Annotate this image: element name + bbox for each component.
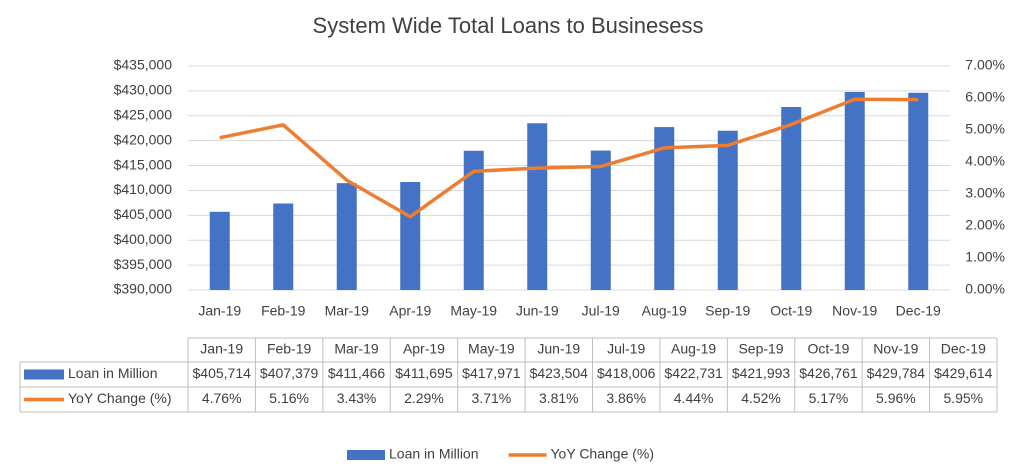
table-cell: $417,971 (462, 365, 521, 381)
table-cell: 3.43% (337, 390, 377, 406)
y2-tick-label: 5.00% (965, 121, 1005, 137)
table-cell: $429,784 (867, 365, 926, 381)
table-header: May-19 (468, 341, 515, 357)
table-cell: $405,714 (193, 365, 252, 381)
table-cell: 2.29% (404, 390, 444, 406)
y-tick-label: $405,000 (114, 206, 173, 222)
y-tick-label: $410,000 (114, 181, 173, 197)
y2-tick-label: 3.00% (965, 185, 1005, 201)
y-tick-label: $420,000 (114, 131, 173, 147)
y2-tick-label: 0.00% (965, 281, 1005, 297)
bar (463, 150, 484, 290)
table-cell: 5.17% (809, 390, 849, 406)
x-tick-label: Jan-19 (198, 303, 241, 319)
x-tick-label: Mar-19 (325, 303, 370, 319)
table-cell: $422,731 (664, 365, 723, 381)
y2-tick-label: 1.00% (965, 249, 1005, 265)
bar (400, 182, 421, 290)
table-cell: 4.76% (202, 390, 242, 406)
table-row-label: YoY Change (%) (68, 390, 172, 406)
table-cell: $411,466 (328, 365, 386, 381)
y-tick-label: $425,000 (114, 106, 173, 122)
legend-label: YoY Change (%) (551, 446, 655, 462)
table-cell: $429,614 (934, 365, 993, 381)
x-tick-label: Aug-19 (642, 303, 687, 319)
bar (844, 91, 865, 291)
x-tick-label: Oct-19 (770, 303, 812, 319)
y-tick-label: $395,000 (114, 256, 173, 272)
y-tick-label: $430,000 (114, 82, 173, 98)
y-tick-label: $390,000 (114, 281, 173, 297)
y2-tick-label: 6.00% (965, 89, 1005, 105)
x-tick-label: Feb-19 (261, 303, 306, 319)
x-tick-label: Jun-19 (516, 303, 559, 319)
bar (209, 211, 230, 290)
line (219, 97, 919, 219)
table-cell: 5.95% (943, 390, 983, 406)
table-cell: 4.52% (741, 390, 781, 406)
table-cell: 3.71% (472, 390, 512, 406)
bar (908, 92, 929, 291)
bar (717, 130, 738, 290)
x-tick-label: Dec-19 (896, 303, 941, 319)
table-header: Nov-19 (873, 341, 918, 357)
table-cell: 4.44% (674, 390, 714, 406)
table-legend-key (24, 369, 64, 380)
legend-label: Loan in Million (389, 446, 479, 462)
table-cell: 5.16% (269, 390, 309, 406)
bar (781, 107, 802, 291)
bar (527, 123, 548, 290)
table-cell: $418,006 (597, 365, 656, 381)
legend-key (347, 450, 385, 460)
table-header: Jan-19 (200, 341, 243, 357)
y-tick-label: $415,000 (114, 156, 173, 172)
y2-tick-label: 2.00% (965, 217, 1005, 233)
table-header: Mar-19 (334, 341, 379, 357)
table-header: Apr-19 (403, 341, 445, 357)
x-tick-label: Jul-19 (582, 303, 620, 319)
table-header: Dec-19 (941, 341, 986, 357)
table-header: Jul-19 (607, 341, 645, 357)
table-header: Aug-19 (671, 341, 716, 357)
table-header: Jun-19 (537, 341, 580, 357)
x-tick-label: Apr-19 (389, 303, 431, 319)
x-tick-label: Nov-19 (832, 303, 877, 319)
table-cell: 3.86% (606, 390, 646, 406)
table-cell: $421,993 (732, 365, 791, 381)
table-cell: $423,504 (530, 365, 589, 381)
table-cell: 5.96% (876, 390, 916, 406)
table-row-label: Loan in Million (68, 365, 158, 381)
x-tick-label: May-19 (450, 303, 497, 319)
bar (654, 127, 675, 290)
table-header: Sep-19 (738, 341, 783, 357)
bar (590, 150, 611, 290)
x-tick-label: Sep-19 (705, 303, 750, 319)
bar (273, 203, 294, 290)
table-header: Oct-19 (807, 341, 849, 357)
y-tick-label: $400,000 (114, 231, 173, 247)
y-tick-label: $435,000 (114, 57, 173, 73)
y2-tick-label: 4.00% (965, 153, 1005, 169)
table-cell: 3.81% (539, 390, 579, 406)
table-cell: $411,695 (395, 365, 453, 381)
bar (336, 183, 357, 290)
chart-title: System Wide Total Loans to Businesess (313, 13, 704, 38)
table-header: Feb-19 (267, 341, 312, 357)
y2-tick-label: 7.00% (965, 57, 1005, 73)
table-cell: $426,761 (799, 365, 858, 381)
table-cell: $407,379 (260, 365, 319, 381)
